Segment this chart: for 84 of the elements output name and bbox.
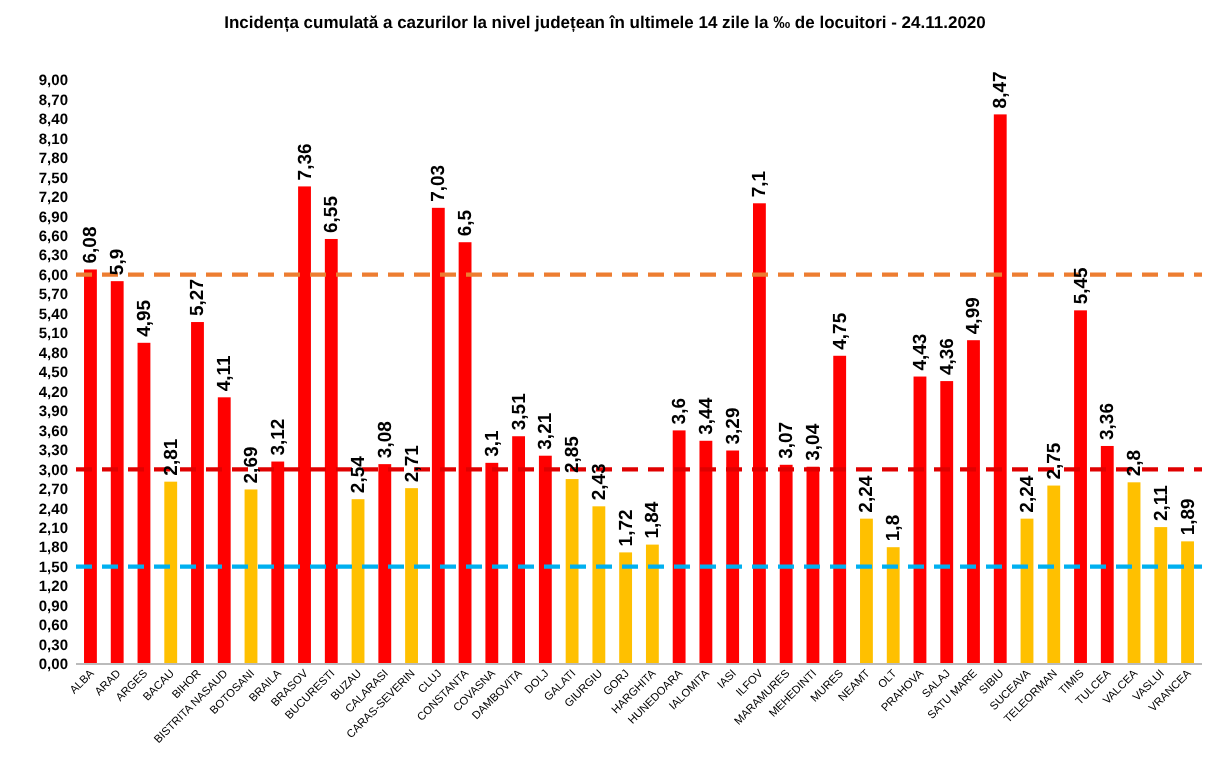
bar — [298, 186, 311, 664]
bar — [431, 207, 445, 664]
data-label: 3,29 — [722, 407, 745, 445]
data-label: 1,89 — [1177, 498, 1200, 536]
data-label: 2,8 — [1124, 449, 1147, 477]
bar — [860, 518, 873, 664]
bar — [405, 488, 418, 664]
data-label: 7,03 — [428, 164, 451, 202]
data-label: 4,43 — [909, 333, 932, 371]
data-label: 3,12 — [267, 418, 290, 456]
bar — [645, 544, 659, 664]
data-label: 4,36 — [936, 338, 959, 376]
data-label: 3,04 — [802, 422, 825, 461]
data-label: 2,54 — [348, 454, 371, 494]
bar — [110, 281, 124, 664]
data-label: 2,75 — [1043, 441, 1066, 480]
data-label: 2,43 — [588, 463, 611, 501]
bar — [993, 114, 1007, 664]
bar — [1127, 482, 1141, 664]
bar — [672, 430, 686, 664]
bar — [351, 499, 365, 664]
bar — [191, 322, 204, 664]
data-label: 2,11 — [1150, 483, 1173, 522]
data-label: 4,99 — [963, 297, 986, 335]
bar — [512, 436, 526, 664]
bar — [458, 242, 472, 664]
bar — [886, 547, 900, 664]
data-label: 2,24 — [856, 474, 879, 513]
data-label: 2,85 — [562, 434, 585, 474]
bar — [619, 552, 633, 664]
bar — [217, 397, 231, 664]
data-label: 4,75 — [829, 311, 852, 350]
bar — [565, 479, 579, 664]
data-label: 2,81 — [160, 437, 183, 476]
data-label: 1,72 — [615, 509, 638, 547]
data-label: 1,8 — [883, 514, 906, 542]
data-label: 4,11 — [214, 353, 237, 392]
data-label: 2,24 — [1017, 474, 1039, 513]
bar — [164, 481, 178, 664]
bar — [726, 450, 740, 664]
data-label: 3,08 — [374, 421, 397, 459]
bar — [1074, 310, 1087, 664]
bar — [271, 461, 285, 664]
bar — [913, 376, 927, 664]
data-label: 1,84 — [642, 500, 665, 539]
bar — [833, 355, 847, 664]
data-label: 6,5 — [455, 208, 478, 237]
bar — [324, 238, 338, 664]
bar — [1154, 527, 1168, 664]
bar — [1047, 485, 1061, 664]
data-label: 3,36 — [1097, 402, 1120, 440]
bar — [752, 203, 766, 664]
bar — [1100, 445, 1114, 664]
bar — [378, 464, 392, 664]
data-label: 5,9 — [107, 248, 130, 276]
data-label: 7,1 — [749, 169, 772, 198]
bar — [244, 489, 258, 664]
data-label: 3,21 — [535, 411, 558, 450]
data-label: 3,51 — [508, 391, 531, 431]
data-label: 6,55 — [321, 194, 344, 233]
bar — [779, 464, 793, 664]
bar — [940, 381, 954, 664]
bar — [699, 440, 713, 664]
bar — [84, 269, 97, 664]
bar — [137, 342, 151, 664]
chart-title: Incidența cumulată a cazurilor la nivel județean în ultimele 14 zile la ‰ de locuitori - 24.11.2020 — [224, 12, 987, 32]
data-label: 2,71 — [401, 443, 424, 483]
data-label: 3,44 — [695, 396, 718, 435]
data-label: 3,6 — [669, 397, 692, 425]
bar — [967, 340, 980, 664]
data-label: 3,1 — [481, 429, 504, 457]
data-label: 8,47 — [990, 71, 1013, 109]
bar — [485, 462, 499, 664]
data-label: 5,45 — [1070, 265, 1093, 305]
data-label: 3,07 — [776, 421, 799, 459]
data-label: 7,36 — [294, 143, 317, 181]
bar — [1020, 518, 1034, 664]
data-label: 2,69 — [241, 446, 263, 484]
data-label: 4,95 — [133, 298, 156, 337]
bar — [538, 455, 552, 664]
data-label: 6,08 — [80, 226, 103, 264]
bar — [592, 506, 606, 664]
bar — [1181, 541, 1194, 664]
data-label: 5,27 — [187, 279, 210, 317]
